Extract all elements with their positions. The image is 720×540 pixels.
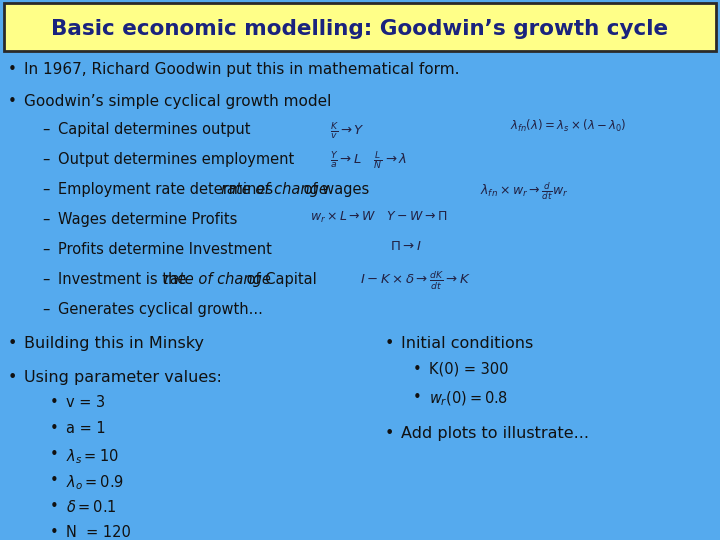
Text: –: – xyxy=(42,122,50,137)
Text: Basic economic modelling: Goodwin’s growth cycle: Basic economic modelling: Goodwin’s grow… xyxy=(51,19,669,39)
Text: •: • xyxy=(413,362,422,377)
Text: •: • xyxy=(8,62,17,77)
Text: •: • xyxy=(385,426,395,441)
Text: Generates cyclical growth...: Generates cyclical growth... xyxy=(58,302,263,317)
Text: $\lambda_{fn}(\lambda)= \lambda_s \times (\lambda - \lambda_0)$: $\lambda_{fn}(\lambda)= \lambda_s \times… xyxy=(510,118,626,134)
Text: –: – xyxy=(42,182,50,197)
Text: Add plots to illustrate...: Add plots to illustrate... xyxy=(401,426,589,441)
Text: •: • xyxy=(8,94,17,109)
Text: $\Pi \rightarrow I$: $\Pi \rightarrow I$ xyxy=(390,240,422,253)
Text: –: – xyxy=(42,152,50,167)
FancyBboxPatch shape xyxy=(4,3,716,51)
Text: Capital determines output: Capital determines output xyxy=(58,122,251,137)
Text: Output determines employment: Output determines employment xyxy=(58,152,294,167)
Text: $w_r \times L \rightarrow W \quad Y - W \rightarrow \Pi$: $w_r \times L \rightarrow W \quad Y - W … xyxy=(310,210,447,225)
Text: of wages: of wages xyxy=(299,182,369,197)
Text: –: – xyxy=(42,242,50,257)
Text: of Capital: of Capital xyxy=(242,272,317,287)
Text: In 1967, Richard Goodwin put this in mathematical form.: In 1967, Richard Goodwin put this in mat… xyxy=(24,62,459,77)
Text: $\frac{Y}{a} \rightarrow L \quad \frac{L}{N} \rightarrow \lambda$: $\frac{Y}{a} \rightarrow L \quad \frac{L… xyxy=(330,150,408,172)
Text: –: – xyxy=(42,272,50,287)
Text: Building this in Minsky: Building this in Minsky xyxy=(24,336,204,351)
Text: •: • xyxy=(50,421,59,436)
Text: K(0) = 300: K(0) = 300 xyxy=(429,362,508,377)
Text: rate of change: rate of change xyxy=(221,182,328,197)
Text: a = 1: a = 1 xyxy=(66,421,106,436)
Text: •: • xyxy=(50,525,59,540)
Text: $\delta = 0.1$: $\delta = 0.1$ xyxy=(66,499,117,515)
Text: Wages determine Profits: Wages determine Profits xyxy=(58,212,238,227)
Text: –: – xyxy=(42,302,50,317)
Text: •: • xyxy=(50,499,59,514)
Text: rate of change: rate of change xyxy=(164,272,271,287)
Text: Initial conditions: Initial conditions xyxy=(401,336,534,351)
Text: •: • xyxy=(8,370,17,385)
Text: $\lambda_s = 10$: $\lambda_s = 10$ xyxy=(66,447,119,465)
Text: Employment rate determines: Employment rate determines xyxy=(58,182,278,197)
Text: $\lambda_{fn} \times w_r \rightarrow \frac{d}{dt} w_r$: $\lambda_{fn} \times w_r \rightarrow \fr… xyxy=(480,180,569,202)
Text: •: • xyxy=(50,447,59,462)
Text: •: • xyxy=(50,395,59,410)
Text: Goodwin’s simple cyclical growth model: Goodwin’s simple cyclical growth model xyxy=(24,94,331,109)
Text: •: • xyxy=(50,473,59,488)
Text: Using parameter values:: Using parameter values: xyxy=(24,370,222,385)
Text: v = 3: v = 3 xyxy=(66,395,105,410)
Text: •: • xyxy=(413,390,422,405)
Text: Profits determine Investment: Profits determine Investment xyxy=(58,242,272,257)
Text: N  = 120: N = 120 xyxy=(66,525,131,540)
Text: $\frac{K}{v} \rightarrow Y$: $\frac{K}{v} \rightarrow Y$ xyxy=(330,120,365,141)
Text: •: • xyxy=(385,336,395,351)
Text: Investment is the: Investment is the xyxy=(58,272,191,287)
Text: •: • xyxy=(8,336,17,351)
Text: $\lambda_o = 0.9$: $\lambda_o = 0.9$ xyxy=(66,473,124,492)
Text: $w_r(0)=0.8$: $w_r(0)=0.8$ xyxy=(429,390,508,408)
Text: –: – xyxy=(42,212,50,227)
Text: $I - K \times \delta \rightarrow \frac{dK}{dt} \rightarrow K$: $I - K \times \delta \rightarrow \frac{d… xyxy=(360,270,471,292)
